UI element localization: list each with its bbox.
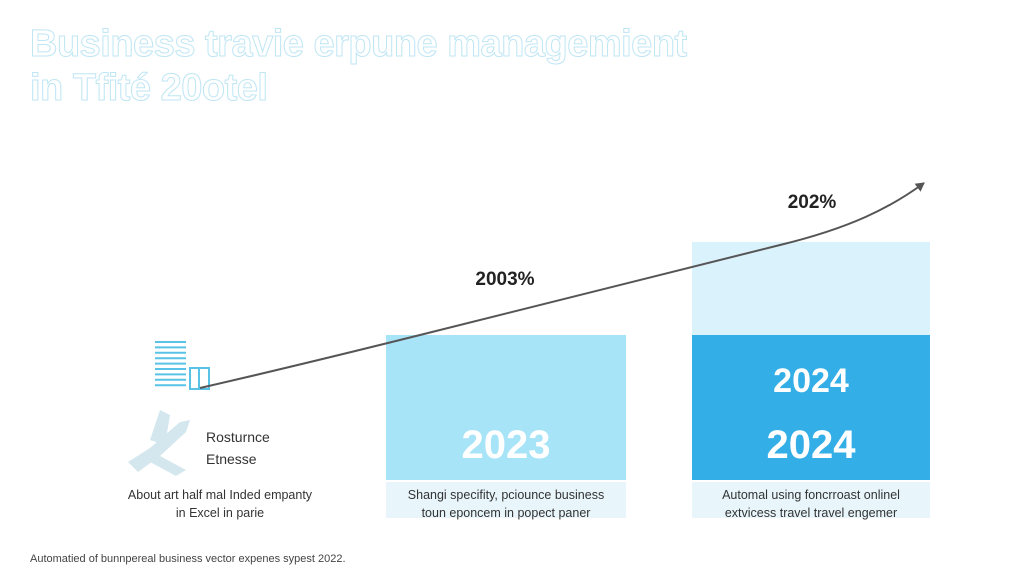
document-lines-icon <box>155 341 210 390</box>
bar-label-2024: 2024 <box>767 423 857 467</box>
annotation-202: 202% <box>788 192 837 213</box>
description-text-1-1: About art half mal Inded empanty <box>128 488 313 502</box>
bar-label-2024-upper: 2024 <box>773 362 849 400</box>
airplane-icon <box>128 410 190 476</box>
annotation-2003: 2003% <box>475 269 534 290</box>
description-text-3-1: Automal using foncrroast onlinel <box>722 488 900 502</box>
description-text-1-2: in Excel in parie <box>176 506 264 520</box>
bar-2024-top-segment <box>692 242 930 335</box>
bar-2023 <box>386 335 626 480</box>
description-panel-2 <box>386 482 626 518</box>
airplane-wing-upper <box>150 410 170 445</box>
page-title: Business travie erpune managemient in Tf… <box>30 22 930 110</box>
description-text-2-1: Shangi specifity, pciounce business <box>408 488 604 502</box>
title-line-1: Business travie erpune managemient <box>30 23 688 66</box>
trend-line <box>199 182 925 389</box>
footer-note: Automatied of bunnpereal business vector… <box>30 553 346 565</box>
description-text-3-2: extvicess travel travel engemer <box>725 506 897 520</box>
description-panel-3 <box>692 482 930 518</box>
description-text-2-2: toun eponcem in popect paner <box>422 506 591 520</box>
icon-label-2: Etnesse <box>206 451 257 467</box>
bar-label-2023: 2023 <box>462 423 551 467</box>
bar-2024 <box>692 335 930 480</box>
title-line-2: in Tfité 20otel <box>30 67 269 110</box>
airplane-body <box>128 420 190 472</box>
icon-label-1: Rosturnce <box>206 429 270 445</box>
airplane-wing-lower <box>150 456 186 476</box>
